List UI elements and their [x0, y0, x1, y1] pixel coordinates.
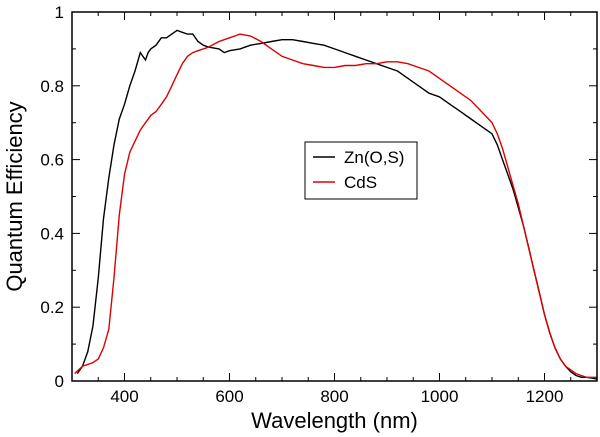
- x-tick-label: 400: [110, 387, 138, 406]
- y-tick-label: 0: [55, 372, 64, 391]
- legend-label-cds: CdS: [344, 173, 377, 192]
- y-tick-label: 1: [55, 3, 64, 22]
- y-tick-label: 0.6: [40, 151, 64, 170]
- y-tick-label: 0.4: [40, 224, 64, 243]
- x-tick-label: 1200: [526, 387, 564, 406]
- x-tick-label: 600: [215, 387, 243, 406]
- y-axis: 0 0.2 0.4 0.6 0.8 1: [40, 3, 597, 391]
- legend: Zn(O,S) CdS: [304, 141, 418, 200]
- legend-label-zn-o-s: Zn(O,S): [344, 148, 404, 167]
- x-axis-title: Wavelength (nm): [251, 408, 418, 433]
- series-line-cds: [74, 33, 597, 378]
- x-axis: 400 600 800 1000 1200: [71, 12, 598, 406]
- legend-box: [304, 141, 418, 200]
- y-tick-label: 0.8: [40, 77, 64, 96]
- x-tick-label: 800: [320, 387, 348, 406]
- y-axis-title: Quantum Efficiency: [2, 101, 27, 291]
- plot-area: [74, 29, 598, 380]
- y-tick-label: 0.2: [40, 298, 64, 317]
- x-tick-label: 1000: [421, 387, 459, 406]
